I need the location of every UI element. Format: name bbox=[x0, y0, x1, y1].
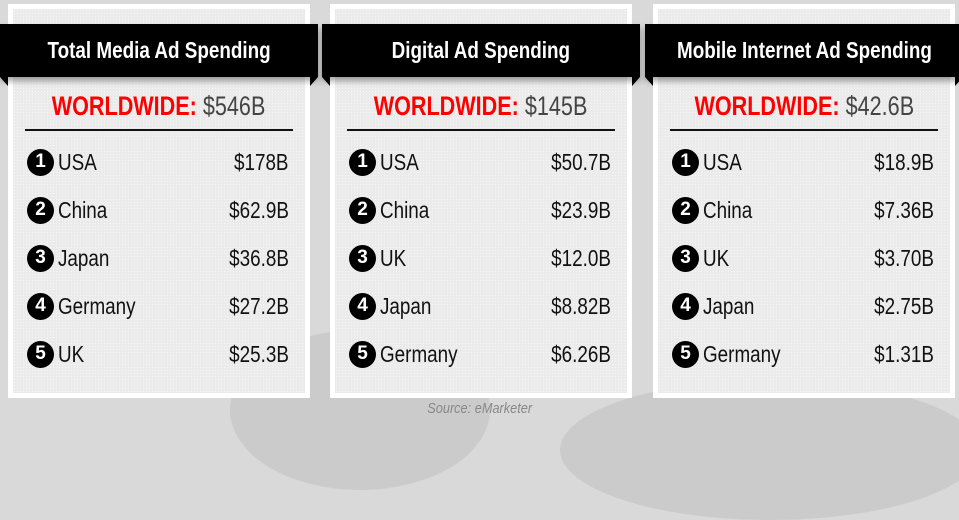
divider bbox=[347, 129, 615, 131]
spend-value: $8.82B bbox=[551, 292, 611, 319]
list-item: 1 USA $18.9B bbox=[672, 147, 934, 177]
spend-value: $178B bbox=[234, 148, 289, 175]
spend-value: $18.9B bbox=[874, 148, 934, 175]
spend-value: $2.75B bbox=[874, 292, 934, 319]
worldwide-label: WORLDWIDE: bbox=[694, 91, 840, 121]
rank-badge: 4 bbox=[672, 292, 699, 320]
list-item: 1 USA $178B bbox=[27, 147, 289, 177]
rank-badge: 1 bbox=[349, 148, 376, 176]
list-item: 3 Japan $36.8B bbox=[27, 243, 289, 273]
ribbon-fold bbox=[322, 77, 330, 86]
country-name: Japan bbox=[58, 244, 110, 271]
country-name: USA bbox=[380, 148, 419, 175]
spend-value: $25.3B bbox=[229, 340, 289, 367]
rank-badge: 3 bbox=[27, 244, 54, 272]
source-note: Source: eMarketer bbox=[0, 400, 959, 417]
panel-title: Mobile Internet Ad Spending bbox=[676, 37, 932, 63]
rank-badge: 2 bbox=[672, 196, 699, 224]
ranking-panel: Mobile Internet Ad Spending WORLDWIDE: $… bbox=[645, 4, 959, 398]
list-item: 3 UK $12.0B bbox=[349, 243, 611, 273]
country-name: China bbox=[58, 196, 108, 223]
ribbon-fold bbox=[955, 77, 959, 86]
rank-badge: 2 bbox=[349, 196, 376, 224]
rank-badge: 5 bbox=[349, 340, 376, 368]
country-name: Japan bbox=[380, 292, 432, 319]
panel-header: Total Media Ad Spending bbox=[0, 24, 318, 77]
country-name: USA bbox=[703, 148, 742, 175]
list-item: 4 Germany $27.2B bbox=[27, 291, 289, 321]
spend-value: $1.31B bbox=[874, 340, 934, 367]
rank-badge: 4 bbox=[349, 292, 376, 320]
rank-badge: 5 bbox=[672, 340, 699, 368]
list-item: 3 UK $3.70B bbox=[672, 243, 934, 273]
panel-title: Total Media Ad Spending bbox=[47, 37, 271, 63]
worldwide-total: WORLDWIDE: $42.6B bbox=[658, 91, 950, 122]
spend-value: $62.9B bbox=[229, 196, 289, 223]
rank-badge: 1 bbox=[672, 148, 699, 176]
list-item: 2 China $23.9B bbox=[349, 195, 611, 225]
country-name: UK bbox=[58, 340, 85, 367]
rank-badge: 3 bbox=[672, 244, 699, 272]
country-name: Japan bbox=[703, 292, 755, 319]
spend-value: $23.9B bbox=[551, 196, 611, 223]
ribbon-fold bbox=[0, 77, 8, 86]
country-name: Germany bbox=[58, 292, 136, 319]
ranking-panel: Total Media Ad Spending WORLDWIDE: $546B… bbox=[0, 4, 318, 398]
country-name: China bbox=[703, 196, 753, 223]
country-name: China bbox=[380, 196, 430, 223]
ribbon-fold bbox=[632, 77, 640, 86]
list-item: 1 USA $50.7B bbox=[349, 147, 611, 177]
rank-badge: 1 bbox=[27, 148, 54, 176]
list-item: 4 Japan $2.75B bbox=[672, 291, 934, 321]
divider bbox=[670, 129, 938, 131]
ribbon-fold bbox=[645, 77, 653, 86]
panel-header: Digital Ad Spending bbox=[322, 24, 640, 77]
rank-badge: 5 bbox=[27, 340, 54, 368]
country-name: Germany bbox=[703, 340, 781, 367]
spend-value: $3.70B bbox=[874, 244, 934, 271]
country-name: UK bbox=[703, 244, 730, 271]
spend-value: $27.2B bbox=[229, 292, 289, 319]
ribbon-fold bbox=[310, 77, 318, 86]
list-item: 4 Japan $8.82B bbox=[349, 291, 611, 321]
panel-header: Mobile Internet Ad Spending bbox=[645, 24, 959, 77]
rank-badge: 2 bbox=[27, 196, 54, 224]
list-item: 5 Germany $6.26B bbox=[349, 339, 611, 369]
worldwide-value: $145B bbox=[525, 91, 588, 121]
divider bbox=[25, 129, 293, 131]
worldwide-label: WORLDWIDE: bbox=[52, 91, 198, 121]
list-item: 5 Germany $1.31B bbox=[672, 339, 934, 369]
rank-badge: 3 bbox=[349, 244, 376, 272]
spend-value: $7.36B bbox=[874, 196, 934, 223]
panel-title: Digital Ad Spending bbox=[391, 37, 571, 63]
country-name: USA bbox=[58, 148, 97, 175]
worldwide-total: WORLDWIDE: $546B bbox=[13, 91, 305, 122]
worldwide-total: WORLDWIDE: $145B bbox=[335, 91, 627, 122]
spend-value: $50.7B bbox=[551, 148, 611, 175]
worldwide-value: $546B bbox=[203, 91, 266, 121]
country-name: UK bbox=[380, 244, 407, 271]
spend-value: $6.26B bbox=[551, 340, 611, 367]
list-item: 2 China $7.36B bbox=[672, 195, 934, 225]
list-item: 2 China $62.9B bbox=[27, 195, 289, 225]
ranking-panel: Digital Ad Spending WORLDWIDE: $145B 1 U… bbox=[322, 4, 640, 398]
spend-value: $12.0B bbox=[551, 244, 611, 271]
source-text: Source: eMarketer bbox=[427, 400, 532, 417]
spend-value: $36.8B bbox=[229, 244, 289, 271]
rank-badge: 4 bbox=[27, 292, 54, 320]
country-name: Germany bbox=[380, 340, 458, 367]
worldwide-label: WORLDWIDE: bbox=[374, 91, 520, 121]
list-item: 5 UK $25.3B bbox=[27, 339, 289, 369]
worldwide-value: $42.6B bbox=[845, 91, 914, 121]
